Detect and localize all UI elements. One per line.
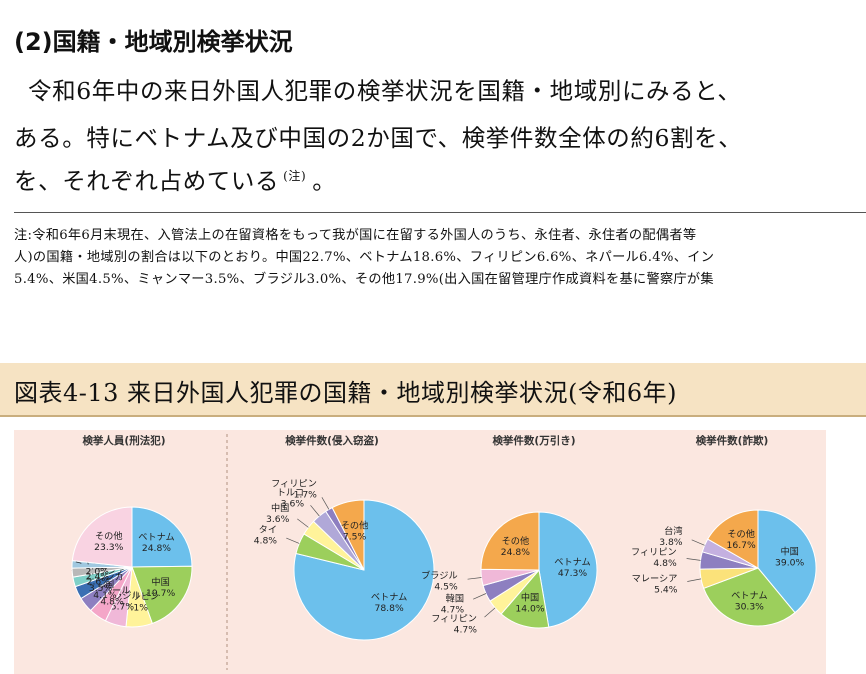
pie-3-slice-2 bbox=[500, 568, 550, 629]
note-line-1: 注:令和6年6月末現在、入管法上の在留資格をもって我が国に在留する外国人のうち、… bbox=[14, 228, 697, 243]
pie-3-slice-1 bbox=[538, 511, 598, 628]
pie-4-label-5: 台湾 bbox=[664, 525, 682, 537]
pie-1-value-6: 4.1% bbox=[93, 590, 117, 601]
pie-1-slice-2 bbox=[131, 565, 193, 625]
pie-2-leader-5 bbox=[321, 497, 330, 510]
pie-3-leader-3 bbox=[484, 607, 496, 618]
pie-2-label-1: ベトナム bbox=[371, 592, 407, 603]
pie-3-value-6: 24.8% bbox=[501, 547, 530, 558]
pie-1-slice-11 bbox=[71, 506, 133, 568]
note-line-3: 5.4%、米国4.5%、ミャンマー3.5%、ブラジル3.0%、その他17.9%(… bbox=[14, 272, 714, 287]
pie-3-value-3: 4.7% bbox=[454, 625, 478, 636]
body-line-3-end: 。 bbox=[312, 167, 337, 195]
pie-2-leader-3 bbox=[297, 518, 309, 528]
pie-2-label-5: フィリピン bbox=[271, 479, 317, 490]
chart-title-4: 検挙件数(詐欺) bbox=[696, 434, 769, 447]
pie-1-label-2: 中国 bbox=[151, 576, 169, 588]
figure-title-bar: 図表4-13 来日外国人犯罪の国籍・地域別検挙状況(令和6年) bbox=[0, 363, 866, 417]
pie-charts-svg: 検挙人員(刑法犯)ベトナム24.8%中国19.7%フィリピン7.1%ブラジル5.… bbox=[71, 434, 817, 670]
chart-panel: 検挙人員(刑法犯) ベトナム 24.8% 中国 19.7% フィリピン 7.1% ブラジル 5.… bbox=[14, 430, 826, 674]
pie-1-label-1: ベトナム bbox=[138, 532, 174, 543]
pie-2-label-4: トルコ bbox=[277, 488, 304, 499]
pie-3-label-4: 韓国 bbox=[446, 593, 464, 604]
pie-3-value-2: 14.0% bbox=[515, 603, 544, 614]
pie-3-label-1: ベトナム bbox=[554, 557, 590, 568]
body-line-3-text: を、それぞれ占めている bbox=[14, 167, 280, 195]
pie-4-slice-6 bbox=[707, 509, 759, 569]
pie-1-value-4: 5.7% bbox=[111, 601, 135, 612]
pie-3-leader-5 bbox=[467, 577, 482, 580]
pie-1-value-5: 4.8% bbox=[100, 597, 124, 608]
pie-3-value-4: 4.7% bbox=[441, 604, 465, 615]
note-line-2: 人)の国籍・地域別の割合は以下のとおり。中国22.7%、ベトナム18.6%、フィ… bbox=[14, 250, 715, 265]
pie-2-label-6: その他 bbox=[341, 520, 369, 532]
pie-4-value-5: 3.8% bbox=[659, 537, 683, 548]
pie-3-leader-4 bbox=[473, 593, 487, 600]
pie-3-value-1: 47.3% bbox=[558, 568, 587, 579]
pie-2-slice-6 bbox=[331, 499, 365, 571]
pie-1-value-10: 2.0% bbox=[86, 566, 110, 577]
figure-title: 図表4-13 来日外国人犯罪の国籍・地域別検挙状況(令和6年) bbox=[14, 379, 678, 407]
pie-4-value-2: 30.3% bbox=[735, 602, 764, 613]
pie-4-label-3: マレーシア bbox=[632, 573, 678, 584]
body-line-2: ある。特にベトナム及び中国の2か国で、検挙件数全体の約6割を、 bbox=[14, 124, 743, 152]
pie-3-label-3: フィリピン bbox=[431, 614, 477, 625]
chart-title-1: 検挙人員(刑法犯) bbox=[82, 434, 165, 447]
pie-4-label-2: ベトナム bbox=[731, 591, 767, 602]
pie-4-value-6: 16.7% bbox=[727, 540, 756, 551]
pie-3-label-5: ブラジル bbox=[421, 570, 458, 582]
pie-1-label-6: 韓国 bbox=[96, 579, 114, 590]
note-reference: (注) bbox=[283, 169, 307, 184]
pie-1-label-5: ネパール bbox=[94, 586, 131, 597]
pie-1-label-3: フィリピン bbox=[113, 592, 159, 603]
pie-1-label-11: その他 bbox=[95, 530, 123, 542]
pie-1-value-2: 19.7% bbox=[146, 588, 175, 599]
section-heading: (2)国籍・地域別検挙状況 bbox=[14, 28, 293, 56]
pie-4-leader-3 bbox=[687, 578, 702, 582]
pie-1-value-3: 7.1% bbox=[125, 603, 149, 614]
pie-4-leader-4 bbox=[686, 558, 701, 561]
pie-1-value-11: 23.3% bbox=[94, 542, 123, 553]
pie-1-slice-1 bbox=[131, 506, 193, 568]
body-line-1: 令和6年中の来日外国人犯罪の検挙状況を国籍・地域別にみると、 bbox=[28, 77, 742, 105]
pie-2-label-2: タイ bbox=[259, 524, 277, 535]
pie-4-slice-1 bbox=[757, 509, 817, 614]
pie-2-label-3: 中国 bbox=[271, 502, 289, 514]
pie-1-value-9: 2.4% bbox=[86, 571, 110, 582]
pie-2-value-3: 3.6% bbox=[266, 514, 290, 525]
pie-2-value-5: 1.7% bbox=[294, 490, 318, 501]
pie-2-value-2: 4.8% bbox=[254, 535, 278, 546]
body-line-3: を、それぞれ占めている (注) 。 bbox=[14, 162, 336, 196]
chart-title-3: 検挙件数(万引き) bbox=[492, 434, 575, 447]
pie-3-label-2: 中国 bbox=[521, 591, 539, 603]
pie-4-label-6: その他 bbox=[727, 528, 755, 540]
pie-3-value-5: 4.5% bbox=[434, 582, 458, 593]
pie-2-leader-2 bbox=[286, 537, 300, 544]
pie-4-slice-2 bbox=[703, 567, 796, 627]
pie-2-value-4: 3.6% bbox=[281, 499, 305, 510]
pie-4-label-4: フィリピン bbox=[631, 547, 677, 558]
pie-4-value-3: 5.4% bbox=[654, 584, 678, 595]
pie-1-value-1: 24.8% bbox=[142, 543, 171, 554]
pie-4-value-1: 39.0% bbox=[775, 558, 804, 569]
pie-4-label-1: 中国 bbox=[780, 546, 798, 558]
pie-3-slice-6 bbox=[480, 511, 540, 571]
pie-2-value-1: 78.8% bbox=[374, 603, 403, 614]
pie-1-value-8: 2.6% bbox=[87, 577, 111, 588]
pie-2-leader-4 bbox=[310, 505, 320, 517]
pie-4-value-4: 4.8% bbox=[653, 558, 677, 569]
note-divider bbox=[14, 212, 866, 213]
pie-1-value-7: 3.5% bbox=[89, 583, 113, 594]
chart-title-2: 検挙件数(侵入窃盗) bbox=[285, 434, 379, 447]
pie-2-value-6: 7.5% bbox=[343, 532, 367, 543]
pie-3-label-6: その他 bbox=[502, 535, 530, 547]
pie-4-leader-5 bbox=[691, 539, 705, 546]
